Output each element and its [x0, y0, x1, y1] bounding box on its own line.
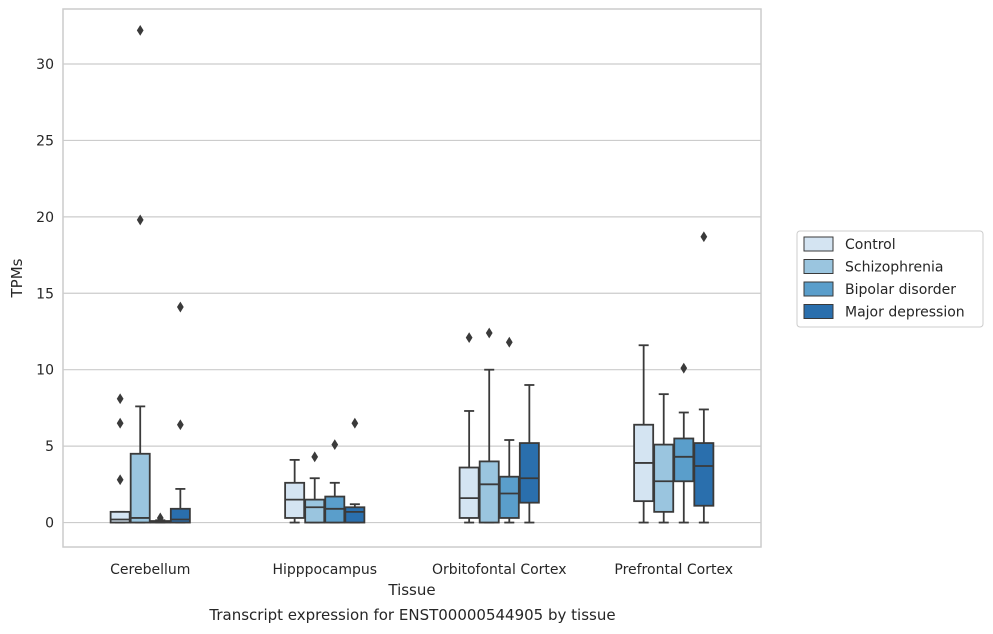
iqr-box	[673, 437, 695, 483]
box-schizophrenia	[129, 24, 151, 524]
box-schizophrenia	[653, 393, 675, 524]
outlier-marker	[465, 332, 473, 344]
x-tick-label: Orbitofontal Cortex	[432, 562, 567, 578]
y-tick-labels: 0 5 10 15 20 25 30	[36, 57, 54, 532]
outlier-marker	[505, 336, 513, 348]
grid-layer	[63, 63, 761, 524]
legend-swatch	[803, 259, 834, 274]
outlier-marker	[680, 362, 688, 374]
box-control	[633, 344, 655, 524]
box-major-depression	[344, 417, 366, 524]
outlier-marker	[136, 24, 144, 36]
box-control	[284, 458, 306, 524]
legend-label: Control	[845, 237, 896, 253]
plot-frame	[62, 8, 762, 548]
iqr-box	[498, 475, 520, 519]
outlier-marker	[176, 301, 184, 313]
y-tick-label: 5	[45, 439, 54, 455]
box-bipolar-disorder	[498, 336, 520, 524]
outlier-marker	[485, 327, 493, 339]
outlier-marker	[116, 393, 124, 405]
legend-swatch	[803, 281, 834, 297]
legend-frame	[796, 230, 984, 328]
y-tick-label: 30	[36, 57, 54, 73]
legend-label: Schizophrenia	[845, 260, 943, 276]
iqr-box	[304, 498, 326, 524]
iqr-box	[458, 466, 480, 519]
outlier-marker	[331, 439, 339, 450]
legend: Control Schizophrenia Bipolar disorder Majo…	[796, 230, 984, 328]
box-major-depression	[693, 231, 715, 524]
y-tick-label: 0	[45, 516, 54, 532]
figure-caption: Transcript expression for ENST0000054490…	[209, 606, 616, 624]
y-tick-label: 20	[36, 210, 54, 226]
outlier-marker	[176, 419, 184, 431]
box-schizophrenia	[478, 327, 500, 524]
outlier-marker	[136, 214, 144, 226]
y-tick-label: 15	[36, 286, 54, 302]
y-axis-label: TPMs	[8, 258, 26, 298]
box-major-depression	[518, 384, 540, 524]
box-bipolar-disorder	[673, 362, 695, 524]
legend-swatch	[803, 304, 834, 319]
x-tick-label: Prefrontal Cortex	[614, 562, 733, 578]
box-bipolar-disorder	[324, 439, 346, 524]
box-layer	[109, 24, 715, 524]
iqr-box	[653, 443, 675, 513]
box-bipolar-disorder	[149, 512, 171, 524]
iqr-box	[478, 460, 500, 524]
iqr-box	[129, 452, 151, 524]
outlier-marker	[116, 474, 124, 486]
box-schizophrenia	[304, 451, 326, 524]
outlier-marker	[700, 231, 708, 243]
outlier-marker	[116, 417, 124, 429]
iqr-box	[344, 506, 366, 524]
iqr-box	[693, 442, 715, 507]
x-axis-label: Tissue	[387, 581, 435, 599]
legend-label: Major depression	[845, 305, 965, 321]
x-tick-labels: Cerebellum Hipppocampus Orbitofontal Corte…	[110, 562, 733, 578]
y-tick-label: 25	[36, 133, 54, 149]
x-tick-label: Cerebellum	[110, 562, 190, 578]
outlier-marker	[156, 512, 164, 524]
box-major-depression	[169, 301, 191, 524]
iqr-box	[169, 507, 191, 524]
legend-swatch	[803, 236, 834, 252]
iqr-box	[518, 442, 540, 504]
outlier-marker	[351, 417, 359, 429]
box-control	[109, 393, 131, 524]
iqr-box	[109, 510, 131, 524]
y-tick-label: 10	[36, 363, 54, 379]
x-tick-label: Hipppocampus	[272, 562, 377, 578]
box-control	[458, 332, 480, 524]
legend-label: Bipolar disorder	[845, 282, 956, 298]
outlier-marker	[311, 451, 319, 463]
